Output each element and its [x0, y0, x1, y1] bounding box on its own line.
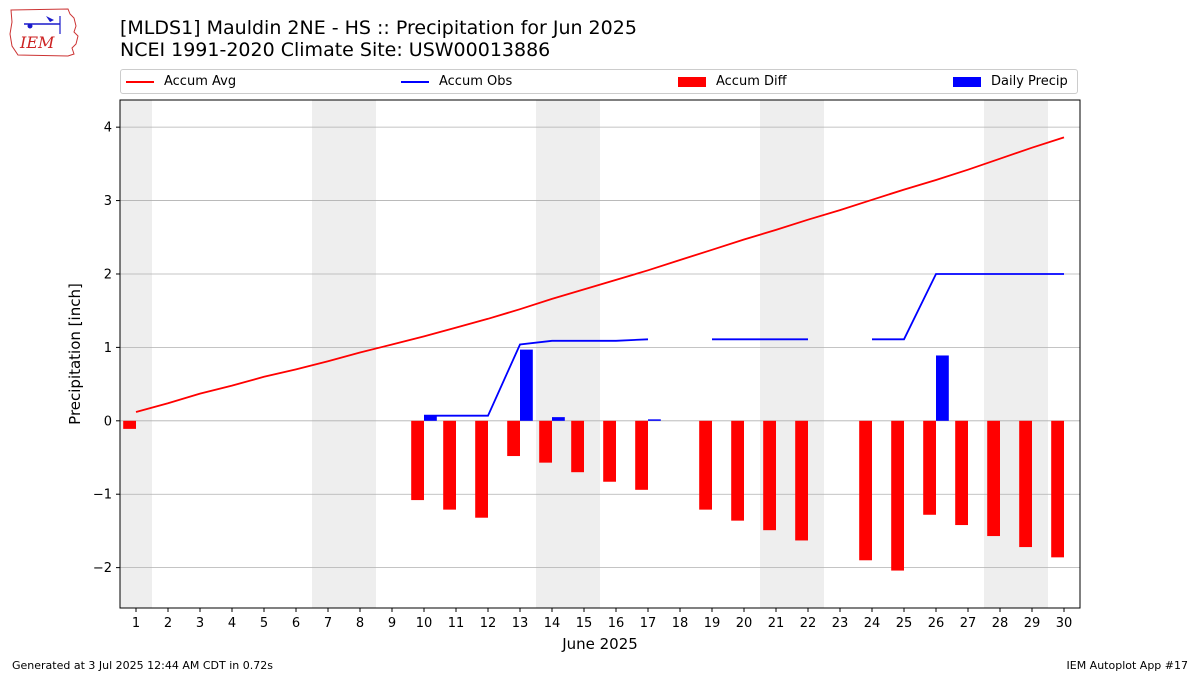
- accum-diff-bar-day-25: [891, 420, 904, 571]
- x-tick-label-17: 17: [640, 616, 657, 631]
- legend: Accum Avg Accum Obs Accum Diff Daily Pre…: [120, 69, 1078, 94]
- accum-diff-bar-day-11: [443, 420, 456, 510]
- daily-precip-bar-day-13: [520, 349, 533, 421]
- accum-diff-bar-day-27: [955, 420, 968, 526]
- accum-diff-bar-day-14: [539, 420, 552, 463]
- x-tick-label-11: 11: [448, 616, 465, 631]
- x-tick-label-13: 13: [512, 616, 529, 631]
- accum-diff-bar-day-24: [859, 420, 872, 561]
- x-tick-label-9: 9: [388, 616, 396, 631]
- chart-title: [MLDS1] Mauldin 2NE - HS :: Precipitatio…: [120, 17, 637, 39]
- weekend-shade-day-1: [120, 100, 152, 608]
- legend-item-accum-diff: Accum Diff: [678, 70, 787, 93]
- iowa-state-outline: [9, 8, 79, 57]
- x-tick-label-5: 5: [260, 616, 268, 631]
- x-tick-label-23: 23: [832, 616, 849, 631]
- y-tick-label-2: 2: [104, 267, 112, 282]
- weekend-shade-day-21: [760, 100, 792, 608]
- daily-precip-bar-day-17: [648, 419, 661, 421]
- x-tick-label-22: 22: [800, 616, 817, 631]
- chart-subtitle: NCEI 1991-2020 Climate Site: USW00013886: [120, 39, 551, 61]
- legend-label-daily-precip: Daily Precip: [991, 74, 1068, 89]
- weekend-shade-day-7: [312, 100, 344, 608]
- accum-diff-bar-day-10: [411, 420, 424, 501]
- accum-diff-bar-day-17: [635, 420, 648, 490]
- x-tick-label-14: 14: [544, 616, 561, 631]
- weekend-shade-day-14: [536, 100, 568, 608]
- x-tick-label-6: 6: [292, 616, 300, 631]
- footer-generated-text: Generated at 3 Jul 2025 12:44 AM CDT in …: [12, 659, 273, 672]
- accum-diff-bar-day-26: [923, 420, 936, 515]
- x-tick-label-10: 10: [416, 616, 433, 631]
- x-tick-label-15: 15: [576, 616, 593, 631]
- accum-obs-line-segment-0: [424, 338, 649, 417]
- accum-diff-bar-day-29: [1019, 420, 1032, 548]
- accum-diff-bar-day-12: [475, 420, 488, 518]
- accum-avg-line-segment-0: [135, 136, 1065, 413]
- x-tick-label-3: 3: [196, 616, 204, 631]
- accum-diff-bar-day-30: [1051, 420, 1064, 558]
- accum-diff-bar-day-13: [507, 420, 520, 457]
- logo-text: IEM: [19, 33, 55, 52]
- accum-diff-bar-day-19: [699, 420, 712, 510]
- x-tick-label-28: 28: [992, 616, 1009, 631]
- x-tick-label-26: 26: [928, 616, 945, 631]
- x-tick-label-4: 4: [228, 616, 236, 631]
- legend-item-accum-obs: Accum Obs: [401, 70, 512, 93]
- legend-swatch-accum-diff: [678, 76, 706, 87]
- rain-gauge-icon: [27, 23, 33, 29]
- daily-precip-bar-day-10: [424, 415, 437, 421]
- y-axis-label: Precipitation [inch]: [66, 283, 84, 425]
- x-tick-label-21: 21: [768, 616, 785, 631]
- y-tick-label-3: 3: [104, 194, 112, 209]
- weekend-shade-day-8: [344, 100, 376, 608]
- y-tick-label--2: −2: [93, 561, 112, 576]
- x-tick-label-12: 12: [480, 616, 497, 631]
- x-tick-label-25: 25: [896, 616, 913, 631]
- daily-precip-bar-day-14: [552, 417, 565, 421]
- wind-vane-icon: [46, 16, 54, 22]
- legend-label-accum-avg: Accum Avg: [164, 74, 237, 89]
- x-tick-label-1: 1: [132, 616, 140, 631]
- y-tick-label--1: −1: [93, 488, 112, 503]
- accum-diff-bar-day-1: [123, 420, 136, 429]
- x-tick-label-24: 24: [864, 616, 881, 631]
- legend-label-accum-obs: Accum Obs: [439, 74, 513, 89]
- accum-diff-bar-day-16: [603, 420, 616, 482]
- x-tick-label-18: 18: [672, 616, 689, 631]
- x-tick-label-29: 29: [1024, 616, 1041, 631]
- accum-diff-bar-day-20: [731, 420, 744, 521]
- accum-diff-bar-day-28: [987, 420, 1000, 537]
- accum-diff-bar-day-15: [571, 420, 584, 473]
- plot-frame: [119, 99, 1081, 609]
- legend-item-accum-avg: Accum Avg: [126, 70, 236, 93]
- x-tick-label-19: 19: [704, 616, 721, 631]
- iem-logo: IEM: [9, 8, 79, 57]
- y-tick-label-4: 4: [104, 121, 112, 136]
- legend-swatch-accum-obs: [401, 80, 429, 83]
- x-axis-label: June 2025: [561, 635, 638, 653]
- x-tick-label-27: 27: [960, 616, 977, 631]
- legend-swatch-daily-precip: [953, 76, 981, 87]
- x-tick-label-16: 16: [608, 616, 625, 631]
- y-tick-label-0: 0: [104, 414, 112, 429]
- x-tick-label-20: 20: [736, 616, 753, 631]
- x-tick-label-2: 2: [164, 616, 172, 631]
- accum-diff-bar-day-21: [763, 420, 776, 531]
- x-tick-label-7: 7: [324, 616, 332, 631]
- daily-precip-bar-day-26: [936, 355, 949, 421]
- accum-diff-bar-day-22: [795, 420, 808, 541]
- accum-obs-line-segment-2: [872, 273, 1064, 341]
- legend-label-accum-diff: Accum Diff: [716, 74, 787, 89]
- x-tick-label-8: 8: [356, 616, 364, 631]
- legend-item-daily-precip: Daily Precip: [953, 70, 1068, 93]
- weekend-shade-day-15: [568, 100, 600, 608]
- legend-swatch-accum-avg: [126, 80, 154, 83]
- y-tick-label-1: 1: [104, 341, 112, 356]
- x-tick-label-30: 30: [1056, 616, 1073, 631]
- footer-app-id: IEM Autoplot App #17: [1066, 659, 1189, 672]
